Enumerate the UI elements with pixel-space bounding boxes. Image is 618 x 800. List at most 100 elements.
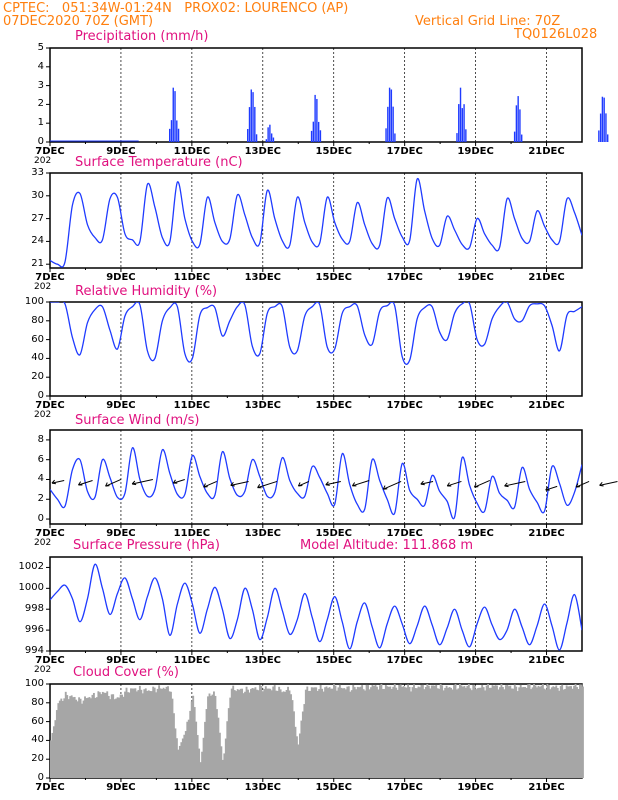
- cloud-bar: [407, 684, 410, 778]
- cloud-bar: [448, 687, 451, 778]
- cloud-bar: [284, 691, 287, 778]
- cloud-bar: [537, 685, 540, 778]
- cloud-bar: [467, 684, 470, 778]
- cloud-bar: [433, 685, 436, 778]
- cloud-bar: [539, 686, 541, 778]
- cloud-bar: [516, 691, 519, 778]
- cloud-bar: [178, 745, 181, 778]
- cloud-bar: [405, 687, 408, 778]
- cloud-bar: [355, 689, 358, 778]
- cloud-bar: [266, 688, 269, 778]
- cloud-bar: [438, 688, 441, 778]
- cloud-bar: [239, 688, 242, 778]
- cloud-bar: [413, 684, 415, 778]
- cloud-bar: [364, 690, 367, 778]
- header-station: CPTEC: 051:34W-01:24N PROX02: LOURENCO (…: [3, 1, 349, 16]
- cloud-bar: [519, 684, 522, 778]
- cloud-bar: [552, 686, 555, 778]
- cloud-bar: [78, 697, 81, 778]
- cloud-bar: [229, 697, 232, 778]
- cloud-bar: [236, 689, 239, 778]
- cloud-bar: [343, 688, 346, 778]
- cloud-bar: [116, 697, 119, 778]
- cloud-bar: [555, 685, 558, 778]
- cloud-bar: [479, 687, 482, 778]
- x-tick-label: 7DEC: [35, 528, 65, 539]
- cloud-bar: [541, 684, 544, 778]
- cloud-bar: [255, 689, 258, 778]
- x-tick-label: 9DEC: [106, 400, 136, 411]
- year-fragment: 202: [34, 538, 52, 548]
- cloud-bar: [338, 684, 341, 778]
- cloud-bar: [300, 720, 303, 778]
- cloud-bar: [230, 688, 233, 778]
- precip-bar: [388, 87, 391, 142]
- x-tick-label: 19DEC: [457, 272, 494, 283]
- cloud-bar: [331, 688, 334, 778]
- cloud-bar: [301, 711, 304, 778]
- cloud-bar: [381, 689, 384, 778]
- x-tick-label: 17DEC: [386, 400, 423, 411]
- x-tick-label: 13DEC: [244, 655, 281, 666]
- y-tick-label: 80: [31, 696, 44, 708]
- cloud-bar: [164, 688, 166, 778]
- cloud-bar: [442, 690, 445, 778]
- cloud-bar: [51, 732, 54, 778]
- x-tick-label: 13DEC: [244, 400, 281, 411]
- y-tick-label: 33: [31, 167, 44, 178]
- wind-arrow: [203, 480, 217, 488]
- precip-bar: [458, 104, 460, 142]
- cloud-bar: [287, 686, 289, 778]
- wind-arrow-head: [352, 482, 357, 487]
- cloud-bar: [189, 710, 192, 778]
- cloud-bar: [352, 684, 355, 778]
- cloud-bar: [250, 688, 252, 778]
- wind-arrow: [105, 479, 122, 487]
- cloud-bar: [153, 687, 156, 778]
- x-tick-label: 21DEC: [528, 146, 565, 157]
- wind-arrow-head: [599, 482, 604, 487]
- cloud-bar: [244, 691, 247, 778]
- cloud-bar: [365, 684, 368, 778]
- cloud-bar: [389, 686, 392, 778]
- panel-title: Surface Pressure (hPa): [73, 538, 220, 553]
- cloud-bar: [238, 690, 241, 778]
- cloud-bar: [202, 737, 205, 778]
- cloud-bar: [87, 697, 89, 778]
- cloud-bar: [155, 692, 158, 778]
- cloud-bar: [267, 688, 270, 778]
- cloud-bar: [106, 691, 109, 778]
- precip-bar: [390, 89, 393, 142]
- cloud-bar: [307, 690, 310, 778]
- cloud-bar: [577, 689, 580, 778]
- cloud-bar: [487, 684, 490, 778]
- cloud-bar: [384, 685, 387, 778]
- cloud-bar: [337, 687, 340, 778]
- cloud-bar: [124, 691, 126, 778]
- cloud-bar: [497, 689, 500, 778]
- cloud-bar: [330, 688, 332, 778]
- wind-arrow: [575, 480, 590, 488]
- wind-arrow-head: [473, 483, 479, 488]
- cloud-bar: [481, 684, 484, 778]
- cloud-bar: [386, 686, 389, 778]
- x-tick-label: 21DEC: [528, 782, 565, 793]
- y-tick-label: 20: [31, 753, 44, 765]
- wind-arrow: [173, 478, 185, 484]
- cloud-bar: [248, 692, 251, 778]
- panel-title: Surface Temperature (nC): [75, 155, 243, 170]
- cloud-bar: [396, 689, 399, 778]
- cloud-bar: [242, 693, 245, 778]
- wind-arrow-head: [257, 484, 262, 489]
- cloud-bar: [272, 686, 275, 778]
- header-grid-line: Vertical Grid Line: 70Z: [415, 14, 561, 29]
- cloud-bar: [424, 686, 427, 778]
- cloud-bar: [432, 685, 435, 778]
- cloud-bar: [459, 684, 461, 778]
- cloud-bar: [226, 721, 229, 778]
- cloud-bar: [103, 692, 106, 778]
- cloud-bar: [556, 687, 559, 778]
- cloud-bar: [368, 689, 371, 778]
- series-line: [50, 563, 582, 651]
- x-tick-label: 13DEC: [244, 528, 281, 539]
